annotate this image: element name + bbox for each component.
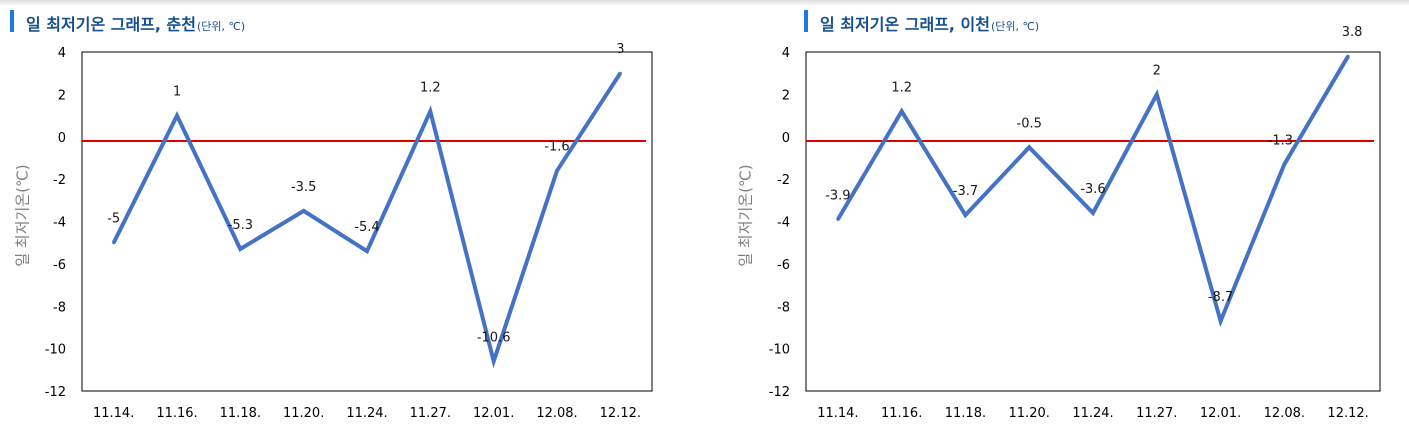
chart-panel-icheon: 일 최저기온 그래프, 이천(단위, ℃) 일 최저기온(℃) 4 2 0 -2 -4-… <box>722 0 1409 431</box>
data-point <box>618 71 622 75</box>
x-tick-label: 11.18. <box>945 406 986 421</box>
data-label: -8.7 <box>1208 290 1233 305</box>
chart-title: 일 최저기온 그래프, 이천(단위, ℃) <box>820 11 1039 35</box>
x-tick-label: 11.14. <box>93 406 134 421</box>
data-point <box>1027 145 1031 149</box>
data-point <box>365 249 369 253</box>
plot-area-frame <box>81 51 653 392</box>
x-tick-label: 12.08. <box>1264 406 1305 421</box>
x-tick-label: 12.08. <box>536 406 577 421</box>
data-label: 3.8 <box>1342 25 1363 40</box>
data-label: -5.3 <box>228 218 253 233</box>
data-label: -1.3 <box>1268 133 1293 148</box>
data-point <box>1219 319 1223 323</box>
title-accent-bar <box>804 10 808 32</box>
chart-panel-chuncheon: 일 최저기온 그래프, 춘천(단위, ℃) 일 최저기온(℃) 4 2 0 -2 -4-… <box>0 0 700 431</box>
x-tick-label: 11.24. <box>346 406 387 421</box>
data-label: -0.5 <box>1017 116 1042 131</box>
chart-title-text: 일 최저기온 그래프, 이천 <box>820 15 990 34</box>
data-label: -3.5 <box>291 180 316 195</box>
data-label: -3.9 <box>825 188 850 203</box>
data-point <box>1282 162 1286 166</box>
data-label: -3.6 <box>1080 182 1105 197</box>
data-point <box>428 109 432 113</box>
y-tick-label: -12 <box>45 385 66 400</box>
x-tick-label: 11.27. <box>1136 406 1177 421</box>
x-tick-label: 11.20. <box>1009 406 1050 421</box>
data-label: 1.2 <box>891 80 912 95</box>
data-label: 1 <box>173 85 181 100</box>
data-label: 2 <box>1153 63 1161 78</box>
y-tick-label: 2 <box>782 88 790 103</box>
chart-title-text: 일 최저기온 그래프, 춘천 <box>26 15 196 34</box>
y-tick-label: -6 <box>777 258 790 273</box>
x-tick-label: 12.12. <box>1327 406 1368 421</box>
data-label: 3 <box>616 42 624 57</box>
y-tick-label: -2 <box>53 173 66 188</box>
x-tick-label: 11.16. <box>156 406 197 421</box>
x-tick-label: 11.16. <box>881 406 922 421</box>
top-strip <box>0 0 1409 6</box>
y-tick-label: -8 <box>53 300 66 315</box>
data-point <box>112 241 116 245</box>
data-label: 1.2 <box>420 80 441 95</box>
data-label: -3.7 <box>953 184 978 199</box>
x-tick-label: 11.27. <box>410 406 451 421</box>
y-tick-label: 4 <box>58 46 66 61</box>
data-point <box>900 109 904 113</box>
data-label: -10.6 <box>477 330 511 345</box>
y-tick-label: 0 <box>782 131 790 146</box>
chart-unit: (단위, ℃) <box>197 20 246 33</box>
x-tick-label: 11.24. <box>1072 406 1113 421</box>
data-point <box>1091 211 1095 215</box>
data-point <box>1155 92 1159 96</box>
chart-title: 일 최저기온 그래프, 춘천(단위, ℃) <box>26 11 245 35</box>
y-tick-label: 0 <box>58 131 66 146</box>
x-tick-label: 11.20. <box>283 406 324 421</box>
y-tick-label: -4 <box>53 216 66 231</box>
data-label: -1.6 <box>544 140 569 155</box>
x-tick-label: 12.01. <box>473 406 514 421</box>
y-tick-label: -12 <box>769 385 790 400</box>
y-tick-label: 4 <box>782 46 790 61</box>
x-tick-label: 11.18. <box>220 406 261 421</box>
data-point <box>238 247 242 251</box>
y-tick-label: -4 <box>777 216 790 231</box>
data-point <box>836 217 840 221</box>
y-tick-label: -2 <box>777 173 790 188</box>
line-chart: 4 2 0 -2 -4 -6 -8 -10 -12 11.14. 11.16. 11.18. 11.20… <box>45 42 653 421</box>
chart-unit: (단위, ℃) <box>991 20 1040 33</box>
line-chart: 4 2 0 -2 -4 -6 -8 -10 -12 11.14. 11.16. 11.18. 11.20… <box>769 25 1381 421</box>
plot-area-frame <box>805 51 1381 392</box>
data-label: -5.4 <box>354 220 379 235</box>
x-tick-label: 12.12. <box>600 406 641 421</box>
series-line <box>111 72 622 369</box>
y-tick-label: -6 <box>53 258 66 273</box>
data-point <box>302 209 306 213</box>
x-tick-label: 12.01. <box>1200 406 1241 421</box>
x-tick-label: 11.14. <box>817 406 858 421</box>
y-tick-label: -8 <box>777 300 790 315</box>
y-tick-label: -10 <box>769 343 790 358</box>
title-accent-bar <box>10 10 14 32</box>
data-point <box>1346 54 1350 58</box>
y-tick-label: 2 <box>58 88 66 103</box>
data-point <box>963 213 967 217</box>
data-point <box>555 169 559 173</box>
y-tick-label: -10 <box>45 343 66 358</box>
data-label: -5 <box>107 212 120 227</box>
data-point <box>175 114 179 118</box>
data-point <box>492 359 496 363</box>
